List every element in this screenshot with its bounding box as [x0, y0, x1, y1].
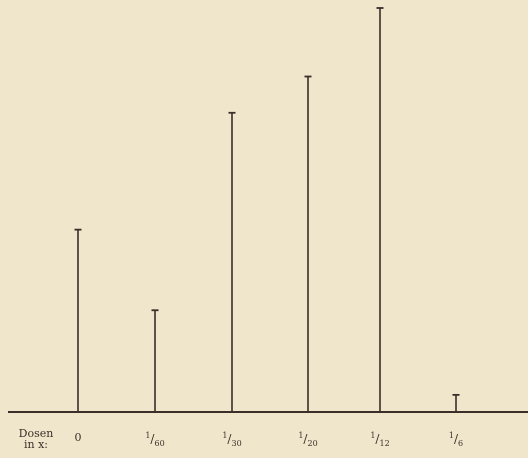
x-tick-numerator: 1 — [145, 431, 151, 440]
x-tick-denominator: 30 — [231, 439, 242, 448]
x-axis-label-line1: Dosen — [18, 427, 54, 440]
x-tick-label-2: 1/30 — [222, 431, 241, 448]
x-tick-denominator: 6 — [458, 439, 464, 448]
x-tick-slash: / — [303, 432, 308, 446]
x-tick-label-4: 1/12 — [370, 431, 389, 448]
x-tick-numerator: 1 — [370, 431, 376, 440]
x-tick-numerator: 1 — [448, 431, 454, 440]
x-tick-denominator: 60 — [154, 439, 165, 448]
x-tick-denominator: 20 — [307, 439, 318, 448]
x-axis-label-line2: in x: — [23, 438, 48, 451]
x-tick-label-0: 0 — [75, 431, 82, 444]
x-tick-label-5: 1/6 — [449, 431, 463, 448]
x-tick-denominator: 12 — [379, 439, 390, 448]
x-tick-numerator: 1 — [298, 431, 304, 440]
x-tick-text: 0 — [74, 431, 82, 444]
x-axis-label: Dosen in x: — [14, 428, 58, 450]
x-tick-label-3: 1/20 — [298, 431, 317, 448]
x-tick-numerator: 1 — [222, 431, 228, 440]
x-tick-slash: / — [227, 432, 232, 446]
x-tick-slash: / — [453, 432, 459, 446]
x-tick-slash: / — [375, 432, 380, 446]
x-tick-slash: / — [150, 432, 155, 446]
x-tick-label-1: 1/60 — [145, 431, 164, 448]
